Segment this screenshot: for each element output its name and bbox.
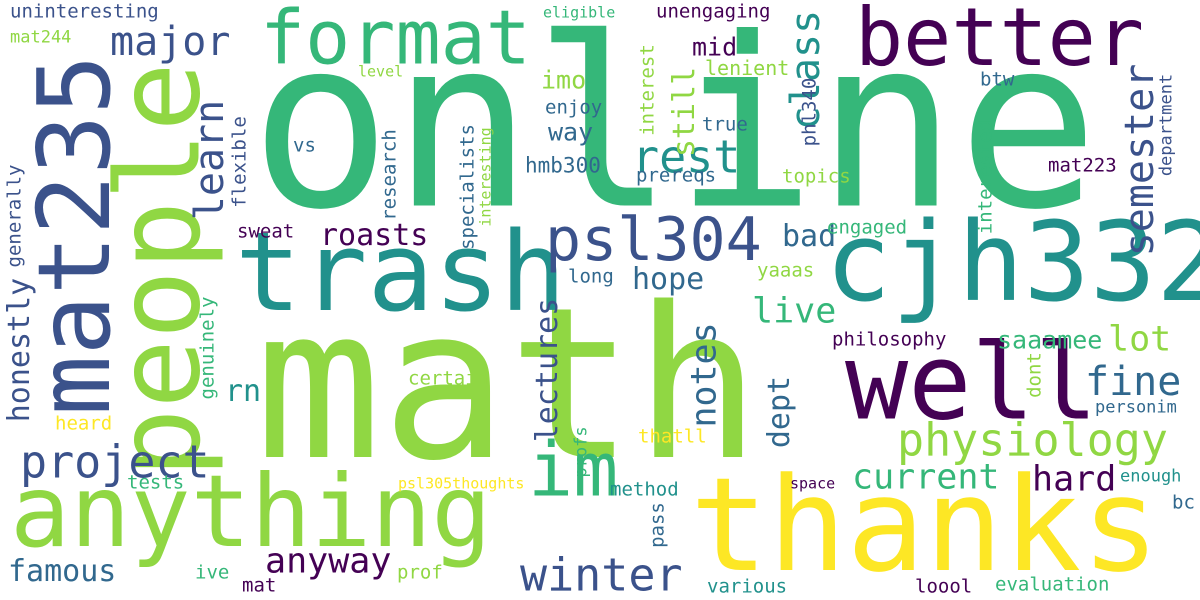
word-bc: bc xyxy=(1172,491,1195,514)
word-method: method xyxy=(610,478,679,501)
word-interested: interested xyxy=(974,119,997,235)
word-space: space xyxy=(790,474,836,493)
word-true: true xyxy=(702,113,748,136)
word-still: still xyxy=(667,66,702,158)
word-flexible: flexible xyxy=(228,116,251,208)
word-genuinely: genuinely xyxy=(196,296,219,400)
word-profs: profs xyxy=(571,426,592,478)
word-lenient: lenient xyxy=(705,56,790,80)
word-hard: hard xyxy=(1032,459,1117,500)
word-im: im xyxy=(528,425,619,514)
word-winter: winter xyxy=(520,548,683,600)
word-anyway: anyway xyxy=(265,541,392,582)
word-anything: anything xyxy=(10,453,492,570)
word-phl340: phl340 xyxy=(798,77,821,147)
word-notes: notes xyxy=(684,322,725,428)
word-personim: personim xyxy=(1095,397,1177,418)
word-eligible: eligible xyxy=(543,3,616,22)
word-thanks: thanks xyxy=(690,449,1160,600)
word-vs: vs xyxy=(293,134,316,157)
word-honestly: honestly xyxy=(2,277,37,423)
word-enough: enough xyxy=(1120,466,1182,487)
word-research: research xyxy=(378,129,401,221)
word-rn: rn xyxy=(225,374,262,409)
word-prof: prof xyxy=(397,561,443,584)
word-mid: mid xyxy=(692,32,738,62)
word-bad: bad xyxy=(782,219,837,254)
word-btw: btw xyxy=(980,68,1015,91)
word-generally: generally xyxy=(3,164,26,268)
word-live: live xyxy=(752,291,837,332)
word-fine: fine xyxy=(1085,359,1182,405)
word-roasts: roasts xyxy=(320,218,429,253)
word-long: long xyxy=(568,265,614,288)
word-math: math xyxy=(255,262,761,507)
word-evaluation: evaluation xyxy=(995,573,1110,596)
word-mat244: mat244 xyxy=(10,27,72,48)
word-yaaas: yaaas xyxy=(757,259,815,282)
word-major: major xyxy=(110,19,231,65)
word-lectures: lectures xyxy=(530,297,565,443)
word-hmb300: hmb300 xyxy=(525,153,601,178)
word-certain: certain xyxy=(408,367,489,390)
word-way: way xyxy=(548,117,594,147)
word-well: well xyxy=(845,321,1098,444)
word-various: various xyxy=(707,575,788,598)
word-uninteresting: uninteresting xyxy=(10,0,159,23)
word-philosophy: philosophy xyxy=(832,328,947,351)
word-saaamee: saaamee xyxy=(997,325,1103,355)
word-project: project xyxy=(20,435,210,489)
word-cjh332: cjh332 xyxy=(825,198,1200,326)
word-heard: heard xyxy=(55,412,113,435)
word-hope: hope xyxy=(632,262,705,297)
word-interesting: interesting xyxy=(476,127,495,227)
word-dept: dept xyxy=(762,375,797,449)
word-loool: loool xyxy=(915,575,973,598)
word-prereqs: prereqs xyxy=(636,164,717,187)
word-mat223: mat223 xyxy=(1048,154,1117,177)
word-mat235: mat235 xyxy=(16,54,133,416)
word-unengaging: unengaging xyxy=(656,0,771,23)
word-psl304: psl304 xyxy=(545,205,762,275)
word-interest: interest xyxy=(636,44,659,136)
word-better: better xyxy=(855,0,1144,84)
word-engaged: engaged xyxy=(827,216,908,239)
word-online: online xyxy=(250,0,1099,262)
word-specialists: specialists xyxy=(456,124,479,250)
word-thatll: thatll xyxy=(638,425,707,448)
word-sweat: sweat xyxy=(237,220,295,243)
word-learn: learn xyxy=(187,99,233,221)
word-semester: semester xyxy=(1117,63,1163,257)
word-level: level xyxy=(358,62,404,81)
word-imo: imo xyxy=(541,65,587,95)
word-enjoy: enjoy xyxy=(545,96,603,119)
word-psl305thoughts: psl305thoughts xyxy=(398,474,525,493)
word-topics: topics xyxy=(782,165,851,188)
word-current: current xyxy=(852,457,1000,498)
word-ive: ive xyxy=(195,561,230,584)
word-rest: rest xyxy=(632,130,741,184)
word-pass: pass xyxy=(646,502,669,548)
word-dont: dont xyxy=(1023,352,1046,398)
word-department: department xyxy=(1156,73,1177,177)
word-mat: mat xyxy=(242,574,277,597)
word-format: format xyxy=(260,0,531,82)
word-tests: tests xyxy=(127,471,185,494)
word-physiology: physiology xyxy=(897,413,1168,467)
word-trash: trash xyxy=(235,208,567,336)
word-lot: lot xyxy=(1108,319,1172,360)
word-famous: famous xyxy=(8,554,117,589)
